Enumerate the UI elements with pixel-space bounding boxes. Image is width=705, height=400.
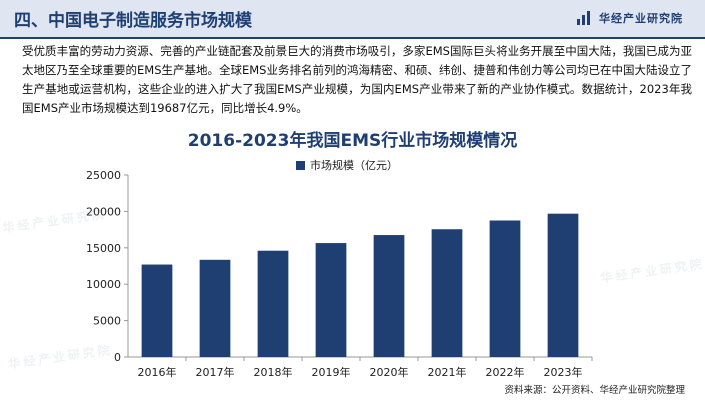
brand-name: 华经产业研究院	[599, 12, 683, 25]
header-bar: 四、中国电子制造服务市场规模 华经产业研究院	[0, 0, 705, 39]
x-tick-label: 2020年	[370, 365, 409, 379]
y-tick-label: 5000	[93, 315, 121, 328]
x-tick-label: 2017年	[196, 365, 235, 379]
bar	[489, 220, 521, 357]
y-tick-label: 15000	[86, 242, 121, 255]
y-tick-label: 20000	[86, 205, 121, 218]
x-tick-label: 2018年	[254, 365, 293, 379]
legend: 市场规模（亿元）	[296, 157, 398, 173]
bar	[431, 229, 463, 357]
legend-swatch	[296, 160, 305, 170]
chart-title: 2016-2023年我国EMS行业市场规模情况	[187, 131, 518, 151]
y-tick-label: 25000	[86, 169, 121, 182]
page-title: 四、中国电子制造服务市场规模	[14, 11, 252, 31]
bar	[315, 243, 347, 357]
x-tick-label: 2021年	[428, 365, 467, 379]
x-tick-label: 2016年	[138, 365, 177, 379]
bar	[547, 213, 579, 357]
bar	[141, 264, 173, 357]
bar	[373, 235, 405, 357]
y-tick-label: 10000	[86, 278, 121, 291]
brand: 华经产业研究院	[577, 10, 683, 26]
bar-chart-logo-icon	[577, 11, 593, 25]
x-tick-label: 2022年	[486, 365, 525, 379]
x-tick-label: 2019年	[312, 365, 351, 379]
bar	[257, 250, 289, 357]
intro-paragraph: 受优质丰富的劳动力资源、完善的产业链配套及前景巨大的消费市场吸引，多家EMS国际…	[22, 44, 692, 115]
y-tick-label: 0	[114, 351, 121, 364]
bar	[199, 259, 231, 357]
x-tick-label: 2023年	[544, 365, 583, 379]
legend-label: 市场规模（亿元）	[310, 159, 398, 172]
source-note: 资料来源：公开资料、华经产业研究院整理	[504, 385, 685, 396]
